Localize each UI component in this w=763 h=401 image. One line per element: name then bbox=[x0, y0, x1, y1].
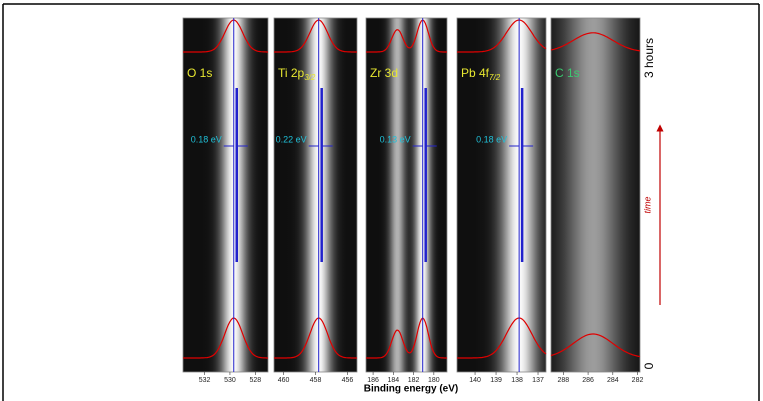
panel-label: C 1s bbox=[555, 66, 580, 80]
panel-label: Pb 4f7/2 bbox=[461, 66, 501, 82]
x-tick-label: 284 bbox=[607, 377, 619, 384]
intensity-map bbox=[182, 17, 269, 373]
x-tick-label: 456 bbox=[342, 377, 354, 384]
x-tick-label: 282 bbox=[632, 377, 644, 384]
panel-label-main: Ti 2p bbox=[278, 66, 305, 80]
spectrum-top bbox=[366, 19, 447, 53]
spectrum-bottom bbox=[274, 317, 357, 359]
x-tick-label: 458 bbox=[310, 377, 322, 384]
panel-label: Zr 3d bbox=[370, 66, 398, 80]
x-tick-label: 138 bbox=[511, 377, 523, 384]
spectrum-bottom bbox=[183, 317, 268, 359]
x-tick-label: 139 bbox=[490, 377, 502, 384]
intensity-map bbox=[273, 17, 358, 373]
spectrum-bottom bbox=[457, 317, 547, 359]
shift-label: 0.13 eV bbox=[380, 134, 411, 144]
spectrum-top bbox=[274, 19, 357, 53]
time-label: time bbox=[642, 196, 652, 213]
x-tick-label: 184 bbox=[387, 377, 399, 384]
intensity-map bbox=[456, 17, 547, 373]
x-tick-label: 286 bbox=[582, 377, 594, 384]
spectrum-top bbox=[550, 32, 641, 52]
panel-label-sub: 7/2 bbox=[489, 73, 501, 82]
shift-label: 0.18 eV bbox=[476, 134, 507, 144]
time-start: 0 bbox=[642, 362, 656, 369]
panel-label: O 1s bbox=[187, 66, 212, 80]
x-tick-label: 137 bbox=[532, 377, 544, 384]
panel-label-main: Zr 3d bbox=[370, 66, 398, 80]
spectrum-bottom bbox=[550, 333, 641, 358]
x-tick-label: 528 bbox=[249, 377, 261, 384]
x-tick-label: 288 bbox=[558, 377, 570, 384]
spectrum-top bbox=[183, 19, 268, 53]
panel-label-main: Pb 4f bbox=[461, 66, 490, 80]
x-tick-label: 530 bbox=[224, 377, 236, 384]
x-tick-label: 140 bbox=[469, 377, 481, 384]
x-tick-label: 532 bbox=[199, 377, 211, 384]
x-tick-label: 180 bbox=[428, 377, 440, 384]
x-tick-label: 460 bbox=[278, 377, 290, 384]
panel-label-sub: 3/2 bbox=[304, 73, 316, 82]
spectrum-bottom bbox=[366, 317, 447, 359]
shift-label: 0.18 eV bbox=[191, 134, 222, 144]
intensity-map bbox=[365, 17, 448, 373]
panel-label-main: O 1s bbox=[187, 66, 212, 80]
spectrum-top bbox=[457, 19, 547, 53]
panel-label: Ti 2p3/2 bbox=[278, 66, 316, 82]
intensity-map bbox=[550, 17, 641, 373]
x-axis-label: Binding energy (eV) bbox=[364, 384, 458, 395]
shift-label: 0.22 eV bbox=[276, 134, 307, 144]
time-end: 3 hours bbox=[642, 38, 656, 78]
x-tick-label: 186 bbox=[367, 377, 379, 384]
panel-label-main: C 1s bbox=[555, 66, 580, 80]
x-tick-label: 182 bbox=[408, 377, 420, 384]
